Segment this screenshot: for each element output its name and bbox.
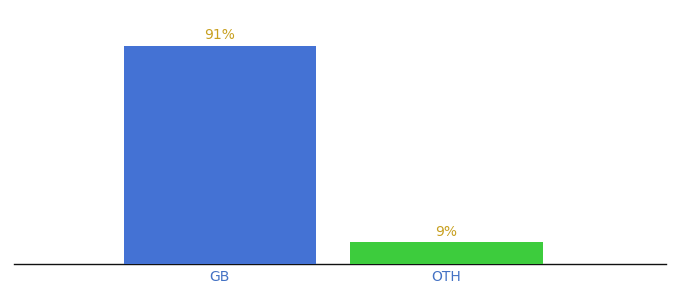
Bar — [350, 242, 543, 264]
Bar — [124, 46, 316, 264]
Text: 9%: 9% — [435, 225, 458, 239]
Text: 91%: 91% — [204, 28, 235, 42]
